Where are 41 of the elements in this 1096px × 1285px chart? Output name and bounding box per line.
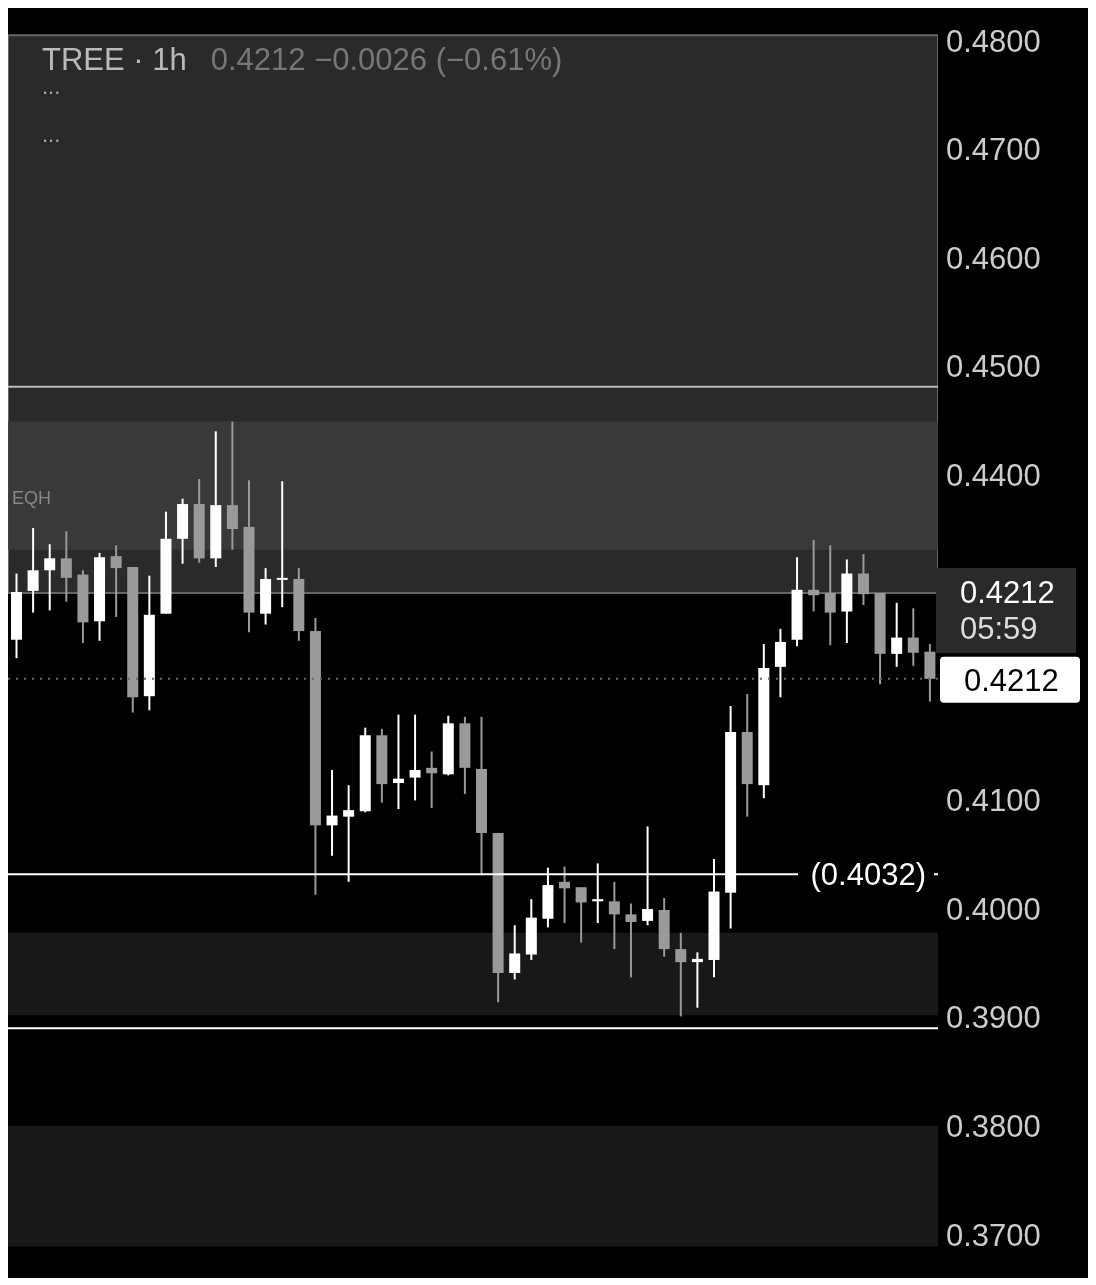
- text: 05:59: [960, 611, 1038, 646]
- candlestick: [60, 530, 72, 603]
- candlestick: [907, 607, 919, 667]
- text: 0.4212: [960, 575, 1055, 610]
- candlestick: [409, 713, 421, 802]
- text: TREE · 1h: [42, 42, 187, 77]
- candlestick: [426, 750, 438, 809]
- y-tick-label: 0.3800: [946, 1109, 1041, 1145]
- annotation: ...: [42, 122, 61, 149]
- text: 0.4212 −0.0026 (−0.61%): [210, 42, 563, 77]
- candlestick: [326, 769, 338, 857]
- candlestick: [808, 538, 820, 613]
- candlestick: [575, 886, 587, 944]
- candlestick: [675, 931, 687, 1018]
- candlestick: [608, 880, 620, 951]
- annotation: EQH: [12, 488, 52, 510]
- candlestick: [891, 601, 903, 668]
- y-tick-label: 0.3700: [946, 1217, 1041, 1253]
- y-tick-label: 0.3900: [946, 1000, 1041, 1036]
- candlestick: [559, 865, 571, 925]
- candlestick: [509, 924, 521, 981]
- y-tick-label: 0.4700: [946, 132, 1041, 168]
- annotation: ...: [42, 74, 61, 101]
- y-tick-label: 0.4800: [946, 23, 1041, 59]
- candlestick: [110, 544, 122, 618]
- candlestick: [44, 543, 56, 612]
- candlestick: [27, 526, 39, 614]
- ref-line-label: (0.4032): [810, 857, 926, 893]
- candlestick: [691, 951, 703, 1009]
- candlestick: [625, 902, 637, 979]
- candlestick: [392, 713, 404, 811]
- candlestick: [226, 420, 238, 551]
- y-tick-label: 0.4600: [946, 240, 1041, 276]
- candlestick: [824, 544, 836, 647]
- y-tick-label: 0.4500: [946, 349, 1041, 385]
- candlestick: [276, 480, 288, 609]
- candlestick: [857, 552, 869, 607]
- y-tick-label: 0.4100: [946, 783, 1041, 819]
- y-tick-label: 0.4400: [946, 457, 1041, 493]
- ref-line-label: 0.4212: [964, 662, 1059, 698]
- y-tick-label: 0.4000: [946, 891, 1041, 927]
